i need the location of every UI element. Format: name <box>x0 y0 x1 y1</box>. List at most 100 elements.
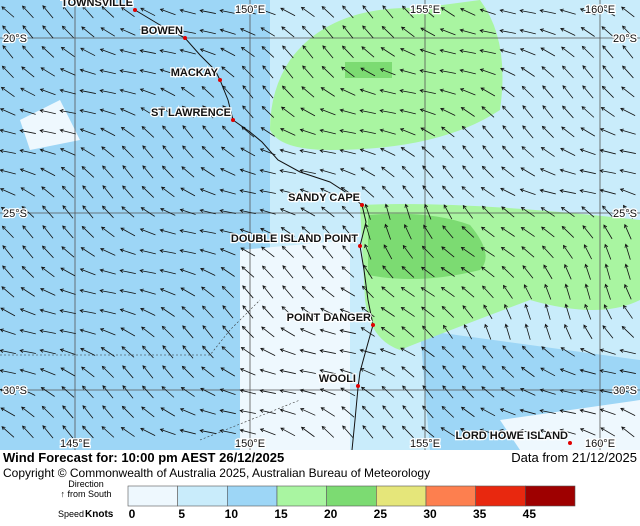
wind-arrow <box>461 226 475 238</box>
wind-arrow <box>141 185 155 198</box>
wind-arrow <box>439 48 456 55</box>
wind-arrow <box>219 28 236 35</box>
wind-arrow <box>0 328 16 335</box>
lon-label: 150°E <box>235 4 265 16</box>
wind-arrow <box>260 227 276 236</box>
wind-arrow <box>522 105 534 119</box>
wind-arrow <box>222 105 234 119</box>
wind-arrow <box>101 426 115 438</box>
wind-arrow <box>19 129 36 134</box>
wind-arrow <box>484 323 492 340</box>
wind-arrow <box>60 367 76 377</box>
wind-arrow <box>619 149 636 154</box>
wind-arrow <box>61 25 74 39</box>
wind-arrow <box>440 286 455 298</box>
wind-arrow <box>560 347 575 357</box>
wind-arrow <box>462 165 474 179</box>
wind-arrow <box>79 309 96 314</box>
speed-band-10 <box>0 0 640 450</box>
wind-arrow <box>82 425 94 439</box>
wind-arrow <box>561 46 575 58</box>
wind-arrow <box>340 66 355 78</box>
wind-arrow <box>0 368 16 375</box>
wind-arrow <box>82 185 94 199</box>
wind-arrow <box>321 286 335 298</box>
wind-arrow <box>361 186 375 198</box>
wind-arrow <box>99 268 116 275</box>
wind-arrow <box>542 245 554 259</box>
wind-arrow <box>282 45 294 59</box>
wind-arrow <box>142 145 154 159</box>
wind-arrow <box>141 125 155 138</box>
wind-arrow <box>379 109 396 114</box>
wind-arrow <box>182 345 194 359</box>
wind-arrow <box>281 26 295 38</box>
wind-arrow <box>499 48 516 55</box>
forecast-title: Wind Forecast for: 10:00 pm AEST 26/12/2… <box>3 450 284 465</box>
lat-label: 30°S <box>613 385 637 397</box>
wind-arrow <box>261 45 275 58</box>
wind-arrow <box>363 264 373 279</box>
wind-arrow <box>102 185 114 199</box>
wind-arrow <box>79 328 96 335</box>
wind-arrow <box>201 366 215 378</box>
wind-arrow <box>501 365 515 378</box>
wind-arrow <box>360 67 376 77</box>
wind-arrow <box>420 27 436 37</box>
wind-arrow <box>179 8 196 15</box>
wind-arrow <box>580 27 595 37</box>
legend-swatch <box>127 485 178 507</box>
wind-arrow <box>220 47 236 57</box>
wind-arrow <box>521 246 535 258</box>
wind-arrow <box>79 89 96 94</box>
wind-arrow <box>459 88 476 96</box>
wind-arrow <box>79 108 96 115</box>
wind-arrow <box>180 386 195 397</box>
wind-arrow <box>280 427 296 437</box>
wind-arrow <box>240 147 256 157</box>
wind-arrow <box>199 188 216 196</box>
wind-arrow <box>122 385 134 399</box>
wind-arrow <box>199 9 216 14</box>
wind-arrow <box>459 28 476 35</box>
wind-arrow <box>241 126 255 138</box>
wind-arrow <box>462 305 474 319</box>
place-label: POINT DANGER <box>287 312 371 324</box>
wind-arrow <box>180 187 196 197</box>
wind-arrow <box>440 7 455 17</box>
wind-arrow <box>22 25 34 39</box>
wind-arrow <box>561 225 575 238</box>
wind-arrow <box>42 425 54 439</box>
lon-label: 155°E <box>410 438 440 450</box>
wind-arrow <box>19 368 36 375</box>
wind-arrow <box>382 425 394 439</box>
place-label: SANDY CAPE <box>288 192 360 204</box>
wind-arrow <box>102 385 114 399</box>
wind-arrow <box>539 168 556 176</box>
wind-arrow <box>221 346 235 358</box>
wind-arrow <box>399 108 416 115</box>
wind-arrow <box>380 367 395 377</box>
wind-arrow <box>240 46 255 57</box>
wind-arrow <box>39 108 56 115</box>
wind-arrow <box>320 307 336 316</box>
place-label: WOOLI <box>319 373 356 385</box>
wind-arrow <box>1 286 15 298</box>
wind-arrow <box>199 408 216 415</box>
wind-arrow <box>482 345 494 359</box>
wind-arrow <box>479 68 496 75</box>
wind-arrow <box>582 65 594 79</box>
wind-arrow <box>181 365 194 378</box>
wind-arrow <box>181 306 195 318</box>
wind-arrow <box>519 48 536 56</box>
wind-arrow <box>299 168 316 175</box>
wind-arrow <box>339 368 356 375</box>
coastline <box>134 9 374 451</box>
wind-arrow <box>380 47 395 57</box>
wind-arrow <box>541 125 554 138</box>
wind-arrow <box>300 107 316 117</box>
wind-arrow <box>302 245 314 259</box>
wind-arrow <box>199 229 216 234</box>
wind-arrow <box>341 45 354 59</box>
legend-label: 10 <box>225 507 239 521</box>
